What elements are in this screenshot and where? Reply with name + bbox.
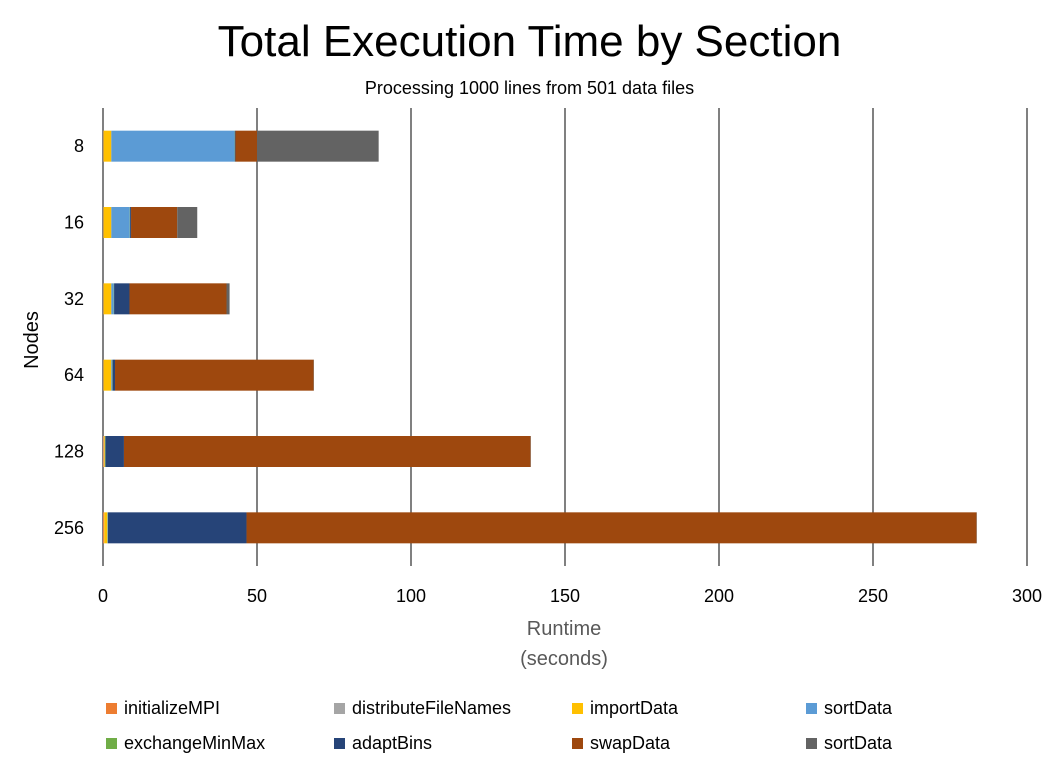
y-tick-label: 256 [54, 518, 84, 538]
gridlines [102, 108, 1028, 566]
legend-item: distributeFileNames [334, 698, 511, 719]
legend-swatch [572, 703, 583, 714]
bar-segment [235, 130, 257, 162]
legend-label: sortData [824, 733, 893, 753]
x-tick-label: 150 [550, 586, 580, 606]
bar-segment [130, 207, 132, 238]
chart-title: Total Execution Time by Section [217, 17, 842, 66]
bar-segment [103, 207, 112, 238]
bars [103, 130, 977, 544]
legend-label: adaptBins [352, 733, 433, 753]
bar-segment [115, 359, 314, 391]
legend-label: swapData [590, 733, 671, 753]
chart-subtitle: Processing 1000 lines from 501 data file… [364, 78, 695, 98]
y-axis-label: Nodes [21, 311, 43, 369]
bar-segment [111, 359, 113, 391]
bar-segment [234, 130, 236, 162]
bar-segment [103, 283, 112, 315]
y-tick-label: 128 [54, 442, 84, 462]
bar-segment [104, 512, 108, 544]
y-tick-label: 64 [64, 365, 84, 385]
y-tick-label: 32 [64, 289, 84, 309]
x-tick-label: 0 [98, 586, 108, 606]
legend-item: initializeMPI [106, 698, 220, 719]
bar-segment [103, 512, 104, 544]
bar-segment [246, 512, 977, 544]
x-tick-label: 100 [396, 586, 426, 606]
y-tick-label: 8 [74, 136, 84, 156]
legend-swatch [806, 738, 817, 749]
bar-segment [131, 207, 178, 238]
x-tick-label: 300 [1012, 586, 1042, 606]
x-tick-label: 50 [247, 586, 267, 606]
legend-swatch [106, 738, 117, 749]
bar-segment [257, 130, 379, 162]
bar-segment [107, 512, 247, 544]
bar-segment [112, 359, 116, 391]
bar-segment [111, 283, 114, 315]
legend-label: initializeMPI [124, 698, 221, 718]
bar-segment [114, 283, 130, 315]
bar-segment [123, 436, 531, 467]
legend: initializeMPI distributeFileNames importDa… [0, 698, 1059, 762]
bar-segment [111, 207, 130, 238]
legend-label: importData [590, 698, 679, 718]
legend-label: exchangeMinMax [124, 733, 266, 753]
x-tick-label: 250 [858, 586, 888, 606]
bar-segment [177, 207, 198, 238]
y-tick-label: 16 [64, 213, 84, 233]
x-axis-label: Runtime (seconds) [520, 618, 608, 670]
legend-item: sortData [806, 698, 892, 719]
legend-item: adaptBins [334, 733, 432, 754]
bar-segment [129, 283, 227, 315]
bar-segment [103, 359, 112, 391]
legend-item: swapData [572, 733, 670, 754]
bar-segment [111, 130, 235, 162]
legend-swatch [106, 703, 117, 714]
legend-label: distributeFileNames [352, 698, 512, 718]
y-tick-labels: 8 16 32 64 128 256 [54, 136, 84, 538]
bar-segment [103, 130, 112, 162]
stacked-bar-chart: 0 50 100 150 200 250 300 8 16 32 64 128 256 Runtime… [21, 108, 1042, 670]
legend-item: exchangeMinMax [106, 733, 265, 754]
bar-segment [105, 436, 124, 467]
bar-segment [103, 436, 105, 467]
legend-swatch [806, 703, 817, 714]
legend-label: sortData [824, 698, 893, 718]
x-tick-label: 200 [704, 586, 734, 606]
legend-swatch [334, 738, 345, 749]
x-tick-labels: 0 50 100 150 200 250 300 [98, 586, 1042, 606]
bar-segment [103, 436, 104, 467]
legend-item: sortData [806, 733, 892, 754]
legend-swatch [334, 703, 345, 714]
bar-segment [226, 283, 230, 315]
legend-item: importData [572, 698, 678, 719]
legend-swatch [572, 738, 583, 749]
